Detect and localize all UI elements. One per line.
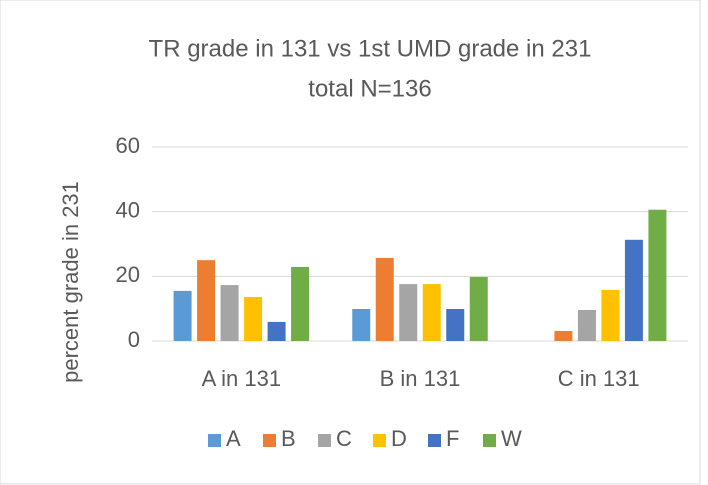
bar xyxy=(267,321,286,341)
legend-label: C xyxy=(336,426,352,451)
legend-swatch xyxy=(483,434,496,447)
legend-label: A xyxy=(226,426,241,451)
bar xyxy=(422,284,441,341)
chart-title: TR grade in 131 vs 1st UMD grade in 231 xyxy=(149,35,592,62)
bar xyxy=(554,330,573,341)
y-tick-label: 40 xyxy=(116,197,140,222)
x-tick-label: C in 131 xyxy=(558,366,640,391)
bar xyxy=(352,308,371,341)
y-tick-label: 60 xyxy=(116,133,140,158)
x-tick-label: A in 131 xyxy=(202,366,282,391)
y-axis-label: percent grade in 231 xyxy=(58,181,83,383)
x-tick-label: B in 131 xyxy=(380,366,461,391)
bar xyxy=(291,266,310,341)
legend-swatch xyxy=(208,434,221,447)
bar xyxy=(648,209,667,341)
legend-label: W xyxy=(501,426,522,451)
bar xyxy=(577,309,596,341)
legend-label: F xyxy=(446,426,459,451)
bar xyxy=(624,239,643,341)
y-tick-label: 0 xyxy=(128,327,140,352)
legend-swatch xyxy=(263,434,276,447)
bar xyxy=(399,284,418,341)
bar xyxy=(244,297,263,341)
y-tick-label: 20 xyxy=(116,262,140,287)
bar xyxy=(375,257,394,341)
bar xyxy=(173,290,192,341)
bar xyxy=(197,260,216,341)
legend-swatch xyxy=(318,434,331,447)
bar xyxy=(446,308,465,341)
legend-label: B xyxy=(281,426,296,451)
bar xyxy=(220,285,239,341)
legend-label: D xyxy=(391,426,407,451)
legend-swatch xyxy=(373,434,386,447)
chart-subtitle: total N=136 xyxy=(308,75,431,102)
bar xyxy=(601,289,620,341)
legend-swatch xyxy=(428,434,441,447)
bar xyxy=(469,276,488,341)
